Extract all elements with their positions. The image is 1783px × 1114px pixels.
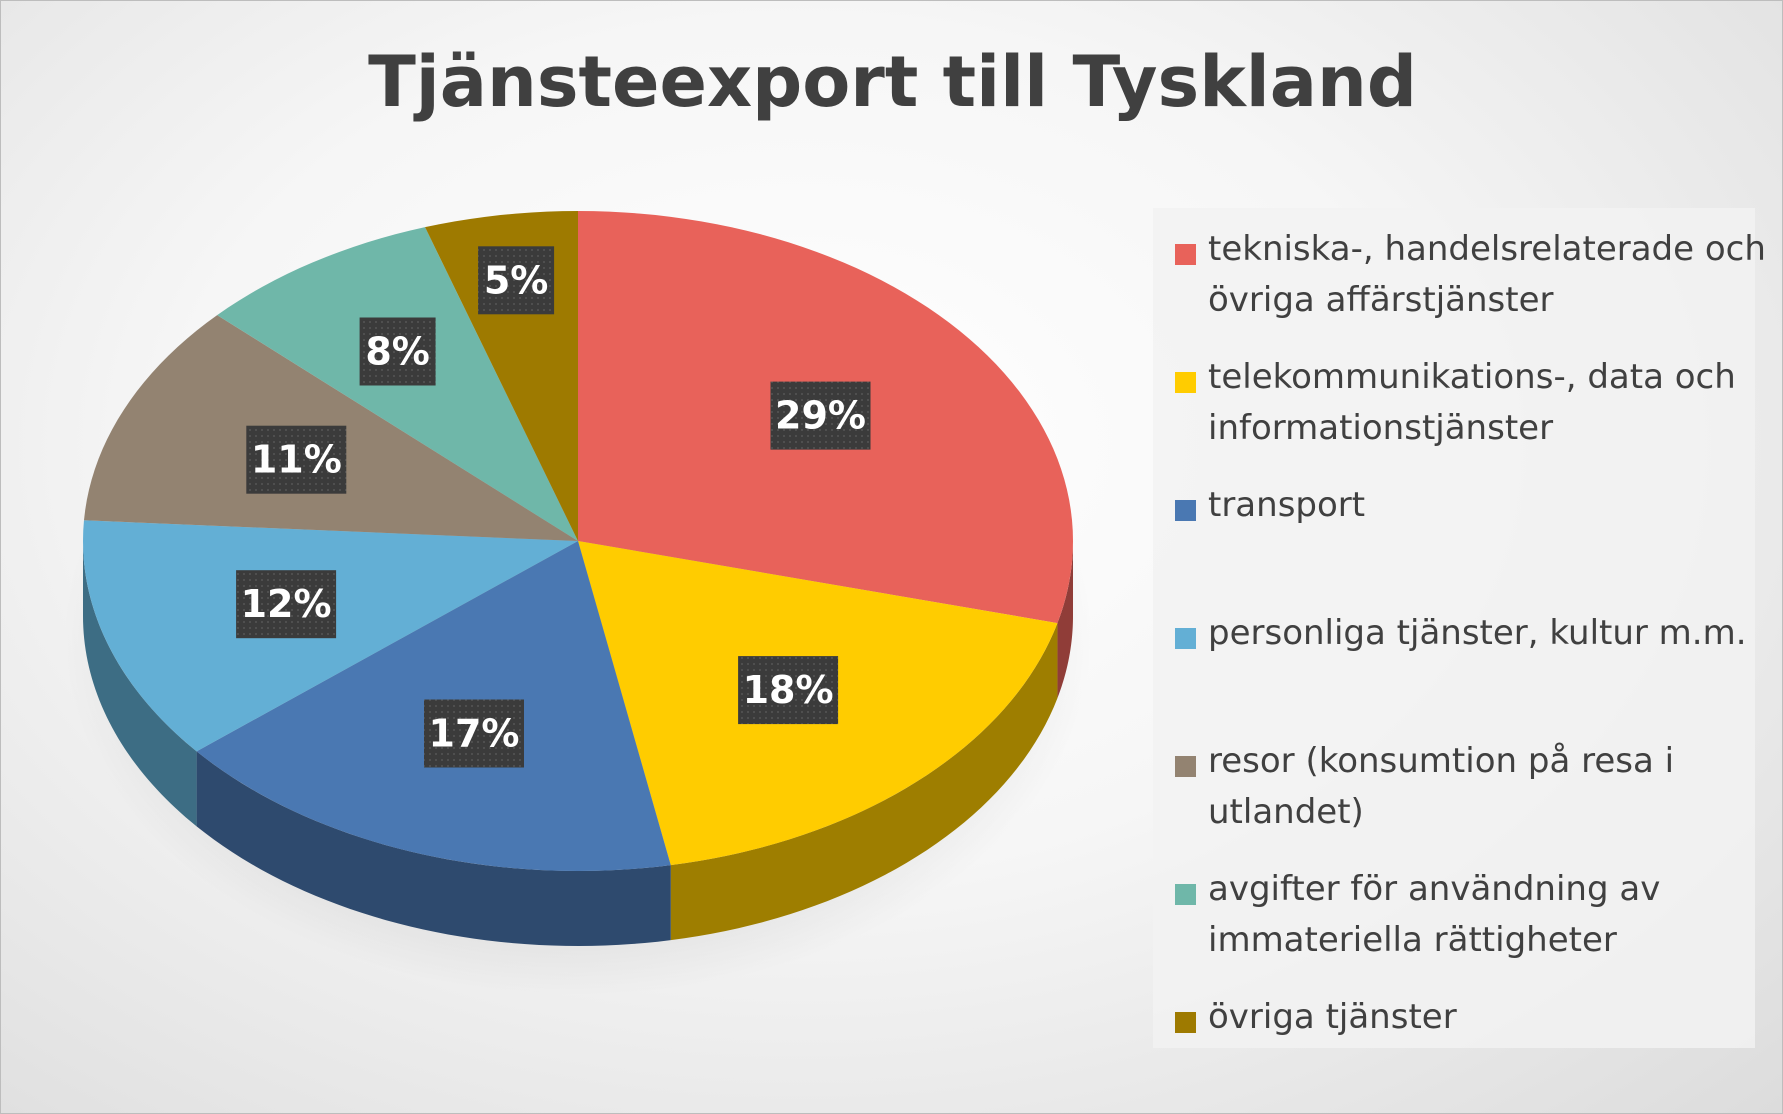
data-label-text: 17% xyxy=(429,712,520,756)
legend-label: personliga tjänster, kultur m.m. xyxy=(1208,613,1747,653)
legend-item-6[interactable]: avgifter för användning av immateriella … xyxy=(1175,864,1768,966)
pie-slice-side-2 xyxy=(670,623,1058,941)
legend-item-2[interactable]: telekommunikations-, data och informatio… xyxy=(1175,352,1768,454)
legend-label: telekommunikations-, data och informatio… xyxy=(1208,357,1736,448)
legend-swatch xyxy=(1175,500,1196,521)
data-label-box xyxy=(236,570,337,639)
data-label-box xyxy=(246,425,347,494)
data-label-box xyxy=(478,246,555,315)
legend-swatch xyxy=(1175,372,1196,393)
legend: tekniska-, handelsrelaterade och övriga … xyxy=(1153,208,1766,1048)
data-label-text: 5% xyxy=(484,258,549,302)
legend-item-7[interactable]: övriga tjänster xyxy=(1175,992,1768,1043)
legend-label: tekniska-, handelsrelaterade och övriga … xyxy=(1208,229,1766,320)
legend-swatch xyxy=(1175,244,1196,265)
data-label-6: 8% xyxy=(359,317,436,386)
pie-slice-side-4 xyxy=(83,541,197,827)
data-label-text: 29% xyxy=(775,394,866,438)
legend-swatch xyxy=(1175,1012,1196,1033)
legend-swatch xyxy=(1175,884,1196,905)
pie-slice-side-3 xyxy=(196,751,671,946)
data-label-text: 12% xyxy=(241,582,332,626)
data-label-5: 11% xyxy=(246,425,347,494)
data-label-text: 8% xyxy=(365,330,430,374)
chart-title: Tjänsteexport till Tyskland xyxy=(368,41,1417,123)
data-label-box xyxy=(770,381,871,450)
legend-item-5[interactable]: resor (konsumtion på resa i utlandet) xyxy=(1175,736,1768,838)
data-label-box xyxy=(424,699,524,768)
legend-label: avgifter för användning av immateriella … xyxy=(1208,869,1661,960)
data-label-text: 11% xyxy=(251,438,342,482)
legend-swatch xyxy=(1175,628,1196,649)
data-label-7: 5% xyxy=(478,246,555,315)
legend-item-3[interactable]: transport xyxy=(1175,480,1768,531)
data-label-2: 18% xyxy=(738,656,839,725)
data-label-4: 12% xyxy=(236,570,337,639)
legend-label: resor (konsumtion på resa i utlandet) xyxy=(1208,741,1675,832)
legend-item-4[interactable]: personliga tjänster, kultur m.m. xyxy=(1175,608,1768,659)
legend-swatch xyxy=(1175,756,1196,777)
data-label-1: 29% xyxy=(770,381,871,450)
data-label-box xyxy=(738,656,839,725)
legend-label: övriga tjänster xyxy=(1208,997,1457,1037)
data-label-text: 18% xyxy=(743,668,834,712)
data-label-3: 17% xyxy=(424,699,524,768)
pie-slice-side-1 xyxy=(1057,541,1073,699)
legend-label: transport xyxy=(1208,485,1366,525)
legend-item-1[interactable]: tekniska-, handelsrelaterade och övriga … xyxy=(1175,224,1768,326)
data-label-box xyxy=(359,317,436,386)
